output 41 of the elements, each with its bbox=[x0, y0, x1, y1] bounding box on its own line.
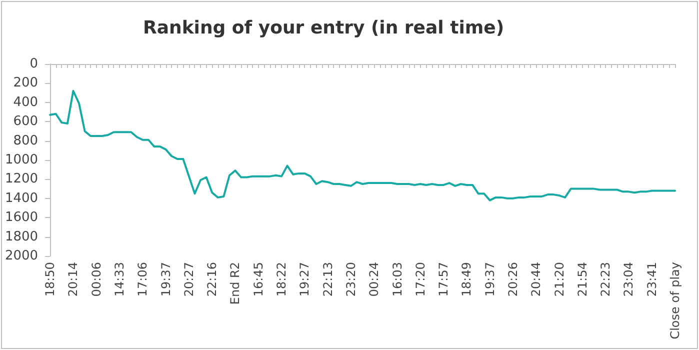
x-tick-label: 17:20 bbox=[413, 262, 428, 297]
x-tick-label: 22:13 bbox=[320, 262, 335, 297]
y-tick-label: 1200 bbox=[4, 172, 38, 187]
x-tick-label: Close of play bbox=[668, 262, 682, 340]
x-tick-label: 17:06 bbox=[136, 262, 150, 297]
x-tick-label: 23:04 bbox=[622, 262, 636, 297]
y-tick-label: 400 bbox=[13, 94, 38, 110]
x-tick-label: 20:14 bbox=[66, 262, 80, 297]
x-tick-label: 19:27 bbox=[298, 262, 312, 297]
x-tick-label: End R2 bbox=[228, 262, 242, 305]
chart-title: Ranking of your entry (in real time) bbox=[143, 18, 504, 38]
x-tick-label: 14:33 bbox=[112, 262, 127, 297]
x-tick-label: 18:49 bbox=[460, 262, 474, 297]
y-tick-label: 1400 bbox=[4, 190, 38, 206]
x-tick-label: 18:50 bbox=[43, 262, 58, 297]
x-tick-label: 21:54 bbox=[575, 262, 590, 297]
x-tick-label: 22:16 bbox=[205, 262, 220, 297]
y-tick-label: 200 bbox=[13, 76, 38, 91]
y-tick-label: 0 bbox=[30, 56, 38, 72]
y-tick-label: 600 bbox=[13, 114, 38, 130]
x-tick-label: 00:24 bbox=[367, 262, 382, 297]
x-tick-label: 20:27 bbox=[182, 262, 196, 297]
line-series bbox=[49, 90, 676, 202]
y-tick-label: 800 bbox=[13, 133, 38, 148]
x-tick-label: 23:41 bbox=[644, 262, 659, 297]
x-tick-label: 21:20 bbox=[552, 262, 566, 297]
x-tick-label: 23:20 bbox=[344, 262, 358, 297]
x-tick-label: 16:45 bbox=[251, 262, 266, 297]
x-tick-label: 19:37 bbox=[482, 262, 497, 297]
x-tick-label: 22:23 bbox=[598, 262, 613, 297]
x-tick-label: 20:44 bbox=[529, 262, 544, 297]
y-tick-label: 1600 bbox=[4, 210, 38, 226]
y-tick-label: 2000 bbox=[4, 248, 38, 264]
x-tick-label: 16:03 bbox=[390, 262, 404, 297]
x-tick-label: 18:22 bbox=[274, 262, 289, 297]
x-tick-label: 17:57 bbox=[436, 262, 451, 297]
y-tick-label: 1800 bbox=[4, 229, 38, 244]
x-tick-label: 00:06 bbox=[89, 262, 104, 297]
y-tick-label: 1000 bbox=[4, 152, 38, 168]
x-tick-label: 20:26 bbox=[506, 262, 520, 297]
x-tick-label: 19:37 bbox=[158, 262, 173, 297]
